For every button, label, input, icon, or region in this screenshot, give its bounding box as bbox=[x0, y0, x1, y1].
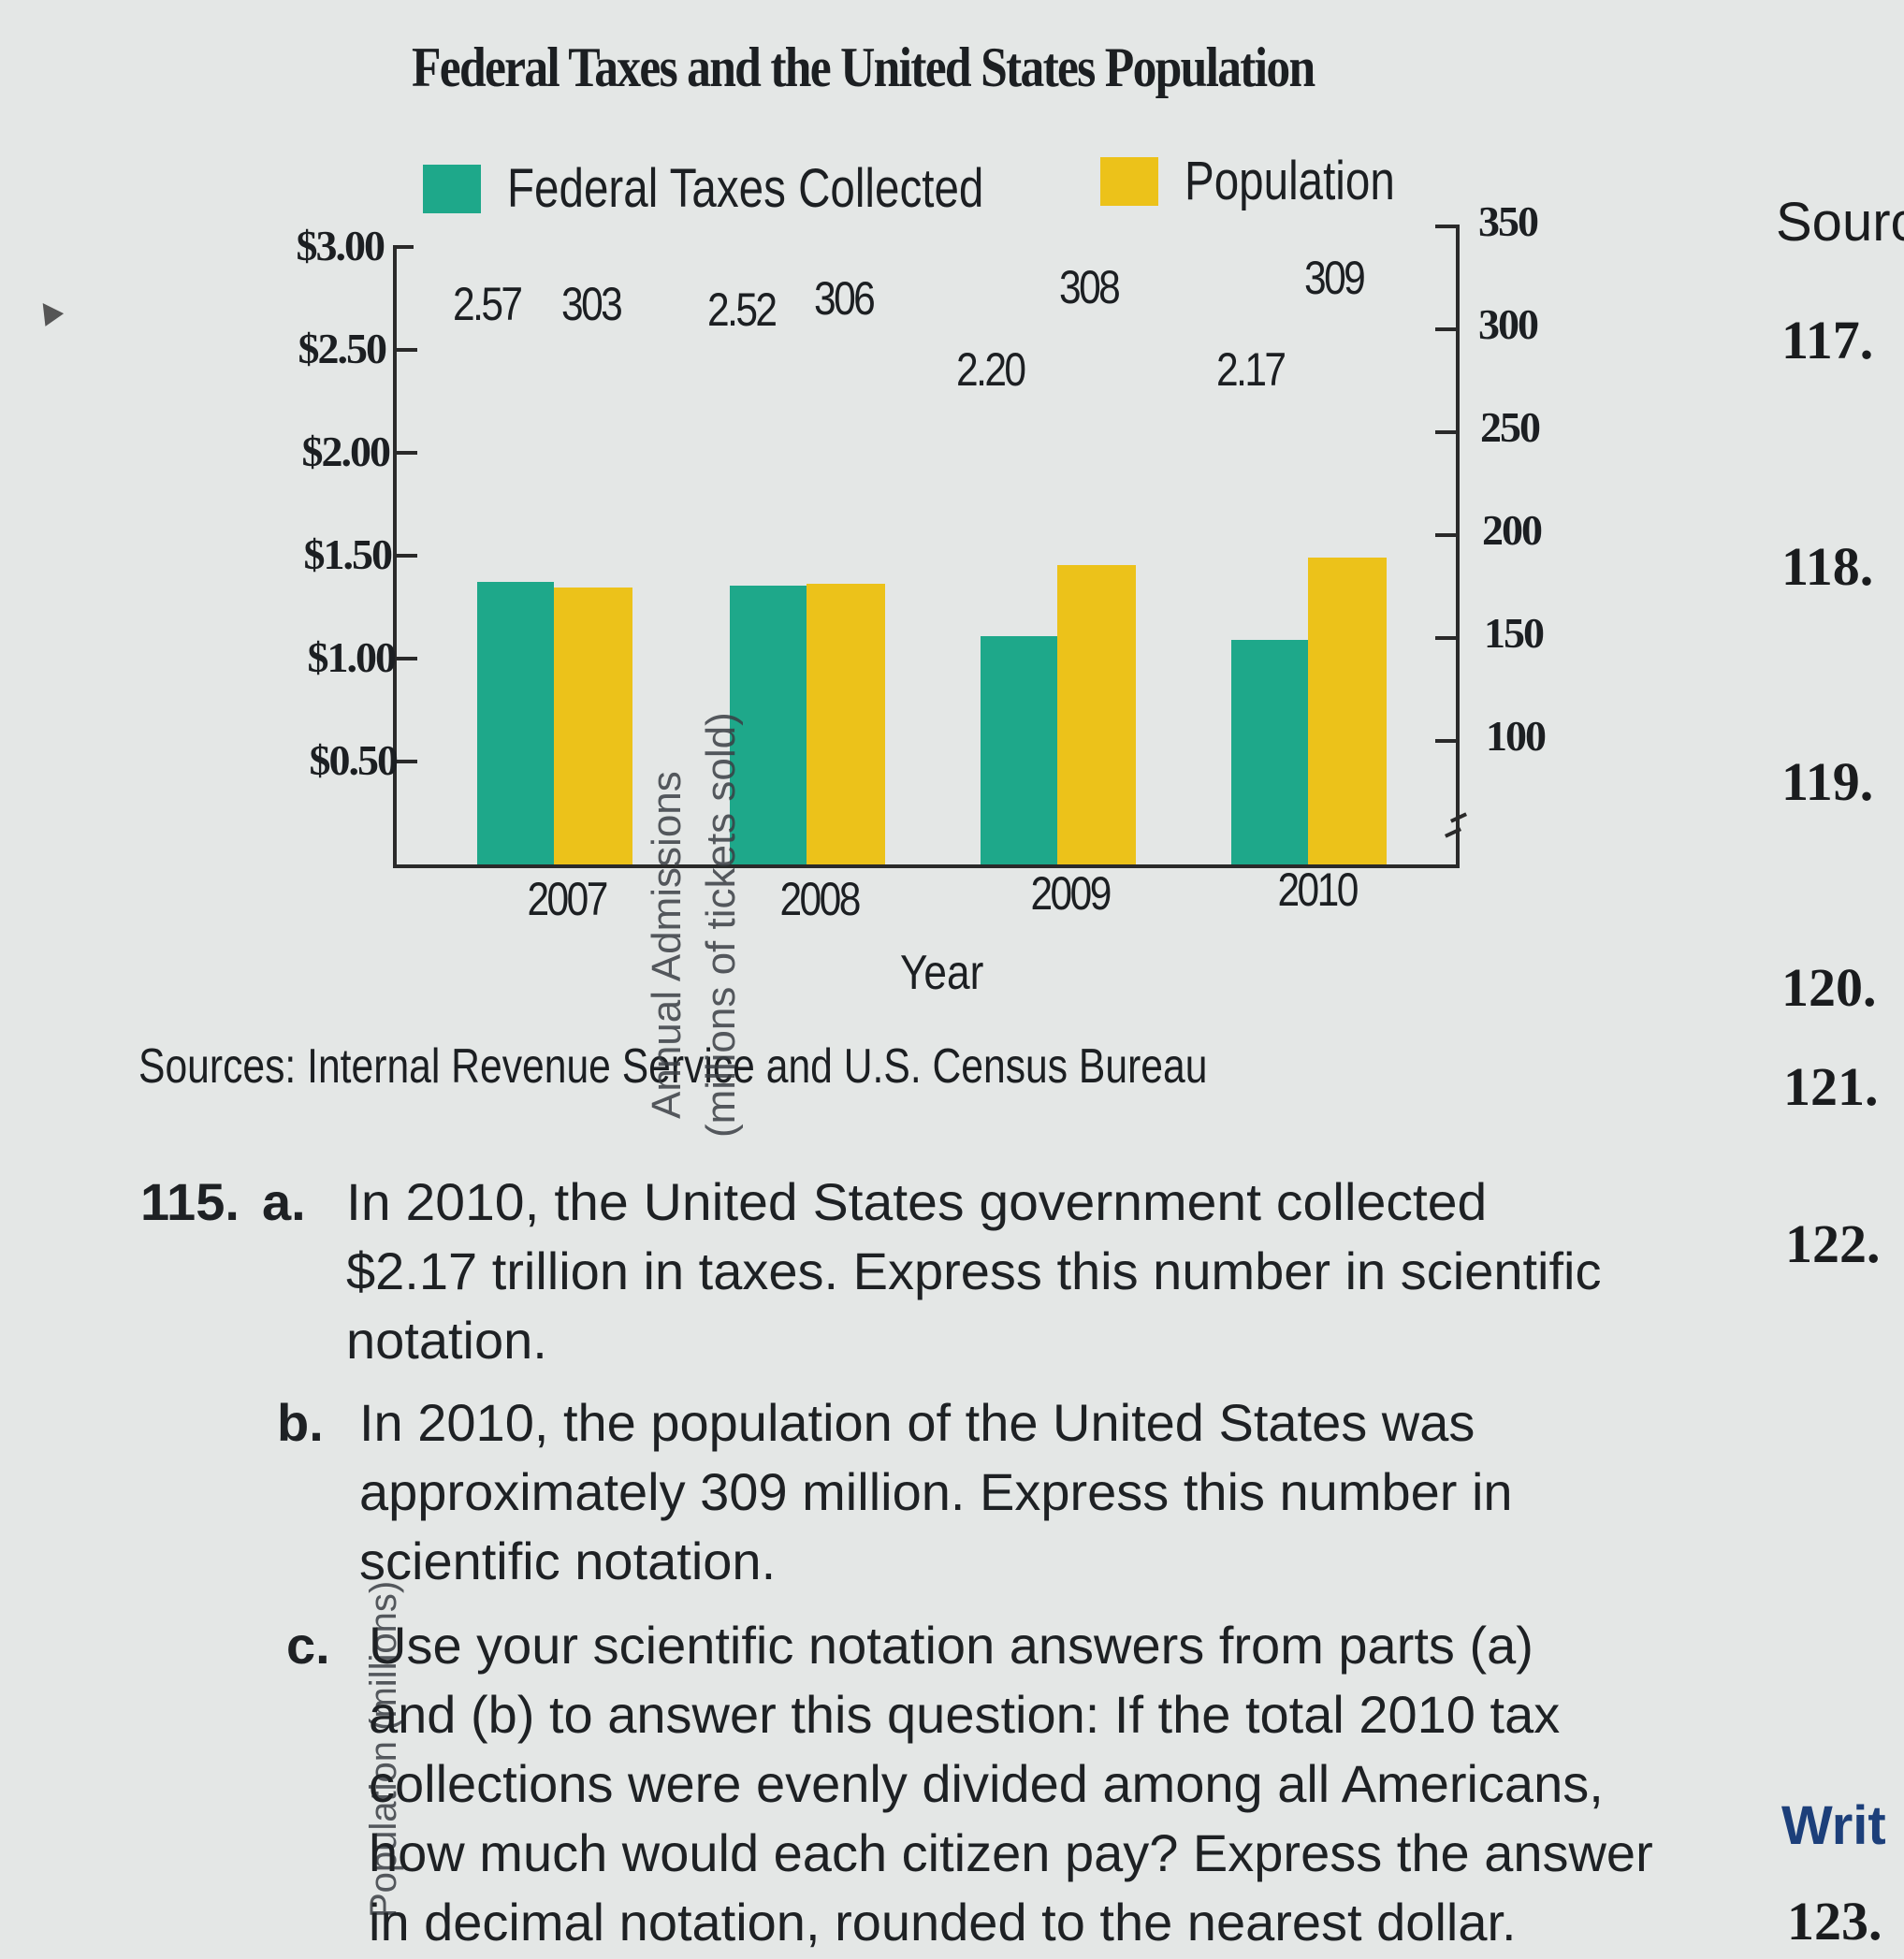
part-b-line: scientific notation. bbox=[359, 1531, 777, 1590]
left-tick bbox=[397, 451, 417, 455]
pen-mark-icon bbox=[33, 297, 65, 326]
bar-label-population-2010: 309 bbox=[1304, 252, 1366, 304]
bar-label-taxes-2010: 2.17 bbox=[1216, 343, 1286, 396]
part-a-line: In 2010, the United States government co… bbox=[346, 1172, 1488, 1231]
bar-label-population-2009: 308 bbox=[1059, 261, 1121, 313]
part-b-letter: b. bbox=[277, 1393, 324, 1452]
part-b-line: In 2010, the population of the United St… bbox=[359, 1393, 1475, 1452]
x-category-2008: 2008 bbox=[779, 873, 861, 925]
right-tick-label: 150 bbox=[1484, 609, 1545, 657]
left-tick bbox=[397, 657, 417, 660]
bar-population-2010 bbox=[1308, 558, 1387, 864]
margin-problem-122: 122. bbox=[1785, 1213, 1881, 1274]
right-tick bbox=[1435, 327, 1456, 331]
bar-taxes-2009 bbox=[981, 636, 1057, 864]
margin-problem-121: 121. bbox=[1783, 1056, 1879, 1117]
x-category-2007: 2007 bbox=[527, 873, 608, 925]
part-b-line: approximately 309 million. Express this … bbox=[359, 1462, 1513, 1521]
right-tick bbox=[1435, 533, 1456, 537]
bar-label-taxes-2009: 2.20 bbox=[956, 343, 1026, 396]
bar-taxes-2008 bbox=[730, 586, 807, 864]
legend-swatch-population bbox=[1100, 156, 1158, 206]
bar-taxes-2010 bbox=[1231, 640, 1308, 864]
right-tick-label: 200 bbox=[1482, 506, 1543, 554]
part-c-line: collections were evenly divided among al… bbox=[369, 1754, 1604, 1813]
bar-label-population-2007: 303 bbox=[561, 278, 623, 330]
right-tick-label: 100 bbox=[1486, 712, 1547, 760]
left-tick bbox=[397, 760, 417, 763]
margin-problem-120: 120. bbox=[1781, 957, 1877, 1018]
x-axis-title: Year bbox=[900, 946, 984, 1000]
legend-item-population: Population bbox=[1100, 150, 1441, 212]
margin-problem-117: 117. bbox=[1781, 310, 1874, 370]
part-a-line: notation. bbox=[346, 1311, 547, 1370]
right-tick-label: 250 bbox=[1480, 403, 1541, 451]
bar-label-taxes-2008: 2.52 bbox=[707, 283, 778, 336]
right-tick bbox=[1435, 636, 1456, 640]
chart-plot-area bbox=[393, 225, 1468, 868]
bar-taxes-2007 bbox=[477, 582, 554, 864]
legend-item-taxes: Federal Taxes Collected bbox=[423, 157, 1088, 220]
right-axis-cap bbox=[1435, 225, 1456, 228]
right-axis-line bbox=[1456, 225, 1460, 868]
part-c-letter: c. bbox=[286, 1616, 330, 1675]
x-category-2010: 2010 bbox=[1277, 863, 1359, 916]
part-a-line: $2.17 trillion in taxes. Express this nu… bbox=[346, 1241, 1602, 1300]
part-c-line: and (b) to answer this question: If the … bbox=[369, 1685, 1561, 1744]
problem-number: 115. bbox=[140, 1172, 240, 1231]
left-axis-cap bbox=[393, 245, 414, 249]
part-c-line: in decimal notation, rounded to the near… bbox=[369, 1893, 1517, 1952]
left-tick-label: $0.50 bbox=[309, 736, 400, 784]
chart-title: Federal Taxes and the United States Popu… bbox=[412, 36, 1315, 98]
ghost-label-annual-admissions: Annual Admissions bbox=[644, 771, 690, 1119]
left-tick-label: $1.00 bbox=[307, 633, 398, 681]
legend-label-taxes: Federal Taxes Collected bbox=[507, 158, 984, 219]
bar-label-taxes-2007: 2.57 bbox=[453, 278, 523, 330]
right-tick-label: 350 bbox=[1478, 197, 1539, 245]
left-tick-label: $2.00 bbox=[301, 428, 392, 475]
legend-label-population: Population bbox=[1185, 151, 1395, 211]
left-tick-label: $2.50 bbox=[298, 325, 388, 372]
left-tick bbox=[397, 348, 417, 352]
ghost-label-tickets-sold: (millions of tickets sold) bbox=[698, 712, 744, 1138]
margin-source-heading: Sourc bbox=[1776, 192, 1904, 253]
part-a-letter: a. bbox=[262, 1172, 306, 1231]
bar-population-2009 bbox=[1057, 565, 1136, 864]
left-axis-line bbox=[393, 245, 397, 868]
part-c-line: how much would each citizen pay? Express… bbox=[369, 1823, 1653, 1882]
right-tick bbox=[1435, 739, 1456, 743]
margin-writing-heading: Writ bbox=[1781, 1795, 1886, 1856]
x-category-2009: 2009 bbox=[1030, 867, 1112, 920]
bar-label-population-2008: 306 bbox=[814, 272, 876, 325]
x-axis-line bbox=[393, 864, 1460, 868]
legend-swatch-taxes bbox=[423, 164, 481, 213]
margin-problem-123: 123. bbox=[1787, 1891, 1882, 1952]
margin-problem-119: 119. bbox=[1781, 751, 1874, 812]
left-tick-label: $1.50 bbox=[303, 530, 394, 578]
margin-problem-118: 118. bbox=[1781, 536, 1874, 597]
right-tick-label: 300 bbox=[1478, 300, 1539, 348]
bar-population-2008 bbox=[807, 584, 885, 864]
bars-container bbox=[393, 245, 1456, 864]
bar-population-2007 bbox=[554, 588, 632, 864]
chart-source: Sources: Internal Revenue Service and U.… bbox=[138, 1039, 1208, 1094]
left-tick bbox=[397, 554, 417, 558]
part-c-line: Use your scientific notation answers fro… bbox=[369, 1616, 1533, 1675]
right-tick bbox=[1435, 430, 1456, 434]
left-tick-label: $3.00 bbox=[296, 222, 386, 269]
